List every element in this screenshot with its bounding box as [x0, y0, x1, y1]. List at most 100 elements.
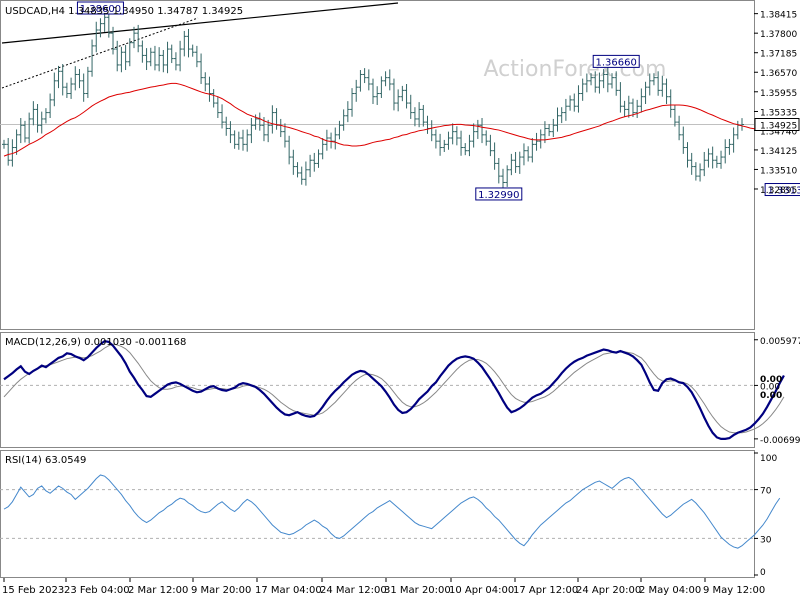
- time-axis: 15 Feb 2023 23 Feb 04:002 Mar 12:00 9 Mar …: [2, 578, 765, 596]
- ohlc-bar: [660, 75, 665, 97]
- macd-panel-frame: [0, 332, 755, 448]
- symbol-header: USDCAD,H4 1.34835 1.34950 1.34787 1.3492…: [5, 6, 243, 17]
- time-tick-label: 17 Mar 04:00: [255, 585, 322, 596]
- ohlc-bar: [698, 163, 703, 182]
- ohlc-bar: [584, 73, 589, 93]
- ohlc-bar: [362, 68, 367, 84]
- ohlc-bar: [295, 162, 300, 178]
- ohlc-bar: [593, 71, 598, 93]
- rsi-tick-label: 100: [760, 454, 777, 464]
- moving-average: [3, 82, 780, 157]
- ohlc-bar: [245, 129, 250, 152]
- ohlc-bar: [563, 98, 568, 121]
- ohlc-bar: [433, 129, 438, 149]
- ohlc-bar: [605, 67, 610, 93]
- ohlc-bar: [379, 76, 384, 98]
- ohlc-bar: [10, 139, 15, 167]
- ohlc-bar: [723, 139, 728, 164]
- price-axis: 1.38415 1.37800 1.37185 1.36570 1.35955 1.353…: [754, 11, 800, 196]
- ohlc-bar: [52, 72, 57, 107]
- macd-value-label: 0.00: [760, 375, 782, 385]
- ohlc-bar: [39, 111, 44, 134]
- ohlc-bar: [706, 148, 711, 168]
- ohlc-bar: [610, 73, 615, 89]
- ohlc-bar: [94, 21, 99, 53]
- ohlc-bar: [341, 109, 346, 131]
- ohlc-bar: [111, 26, 116, 55]
- ohlc-bar: [56, 65, 61, 89]
- price-annotation: 1.33130: [764, 183, 800, 197]
- ohlc-bar: [475, 119, 480, 139]
- ohlc-bar: [312, 152, 317, 172]
- ohlc-bar: [383, 71, 388, 87]
- ohlc-bar: [702, 151, 707, 177]
- ohlc-bar: [186, 29, 191, 58]
- ohlc-bar: [417, 102, 422, 128]
- ohlc-bar: [668, 89, 673, 118]
- time-tick-label: 23 Feb 04:00: [64, 585, 130, 596]
- ohlc-bar: [77, 69, 82, 89]
- price-annotation: 1.38600: [76, 1, 124, 15]
- ohlc-bar: [165, 41, 170, 74]
- rsi-label: RSI(14) 63.0549: [5, 455, 86, 466]
- ohlc-bar: [530, 138, 535, 163]
- ohlc-bar: [391, 78, 396, 111]
- ohlc-bar: [241, 129, 246, 151]
- ohlc-bar: [207, 76, 212, 102]
- ohlc-bar: [224, 116, 229, 136]
- ohlc-bar: [366, 69, 371, 91]
- price-tick-label: 1.32895: [760, 186, 797, 196]
- ohlc-bar: [266, 119, 271, 143]
- ohlc-bar: [685, 142, 690, 168]
- ohlc-bar: [232, 130, 237, 149]
- macd-label: MACD(12,26,9) 0.001030 -0.001168: [5, 337, 186, 348]
- ohlc-bar: [316, 149, 321, 168]
- ohlc-bar: [35, 104, 40, 133]
- ohlc-bar: [731, 127, 736, 153]
- ohlc-bar: [81, 73, 86, 102]
- ohlc-bar: [2, 139, 6, 149]
- price-annotation-box: [475, 187, 523, 201]
- ohlc-bar: [547, 124, 552, 137]
- ohlc-bar: [73, 66, 78, 91]
- ohlc-bar: [358, 70, 363, 92]
- price-annotation-label: 1.36660: [596, 57, 637, 68]
- ohlc-bar: [337, 120, 342, 140]
- macd-signal-line: [3, 343, 785, 434]
- ohlc-bar: [488, 134, 493, 157]
- ohlc-bar: [651, 73, 656, 86]
- ohlc-bar: [119, 46, 124, 73]
- ohlc-bar: [589, 73, 594, 86]
- ohlc-bar: [672, 104, 677, 127]
- ohlc-bar: [123, 44, 128, 71]
- ohlc-bar: [442, 139, 447, 152]
- price-annotation-label: 1.38600: [80, 4, 121, 15]
- rsi-tick-label: 0: [760, 568, 766, 578]
- ohlc-bar: [656, 71, 661, 96]
- ohlc-bar: [635, 99, 640, 118]
- ohlc-bar: [484, 130, 489, 146]
- ohlc-bar: [572, 93, 577, 112]
- ohlc-bar: [647, 73, 652, 96]
- moving-average-line: [3, 82, 780, 157]
- ohlc-bar: [127, 38, 132, 67]
- ohlc-bar: [215, 96, 220, 118]
- resistance-trendline: [1, 2, 399, 44]
- price-annotation: 1.36660: [592, 54, 640, 68]
- ohlc-bar: [677, 115, 682, 141]
- price-annotation-box: [592, 54, 640, 68]
- macd-line: [3, 339, 785, 440]
- time-tick-label: 10 Apr 04:00: [449, 585, 514, 596]
- ohlc-bar: [203, 72, 208, 92]
- ohlc-bar: [85, 66, 90, 98]
- ohlc-bar: [324, 129, 329, 151]
- ohlc-bar: [639, 88, 644, 113]
- ohlc-bar: [354, 79, 359, 102]
- ohlc-bar: [27, 112, 32, 144]
- ohlc-bar: [190, 44, 195, 57]
- ohlc-bar: [106, 12, 111, 38]
- dotted-trendline: [1, 17, 199, 89]
- rsi-tick-label: 70: [760, 487, 772, 497]
- ohlc-bar: [333, 127, 338, 150]
